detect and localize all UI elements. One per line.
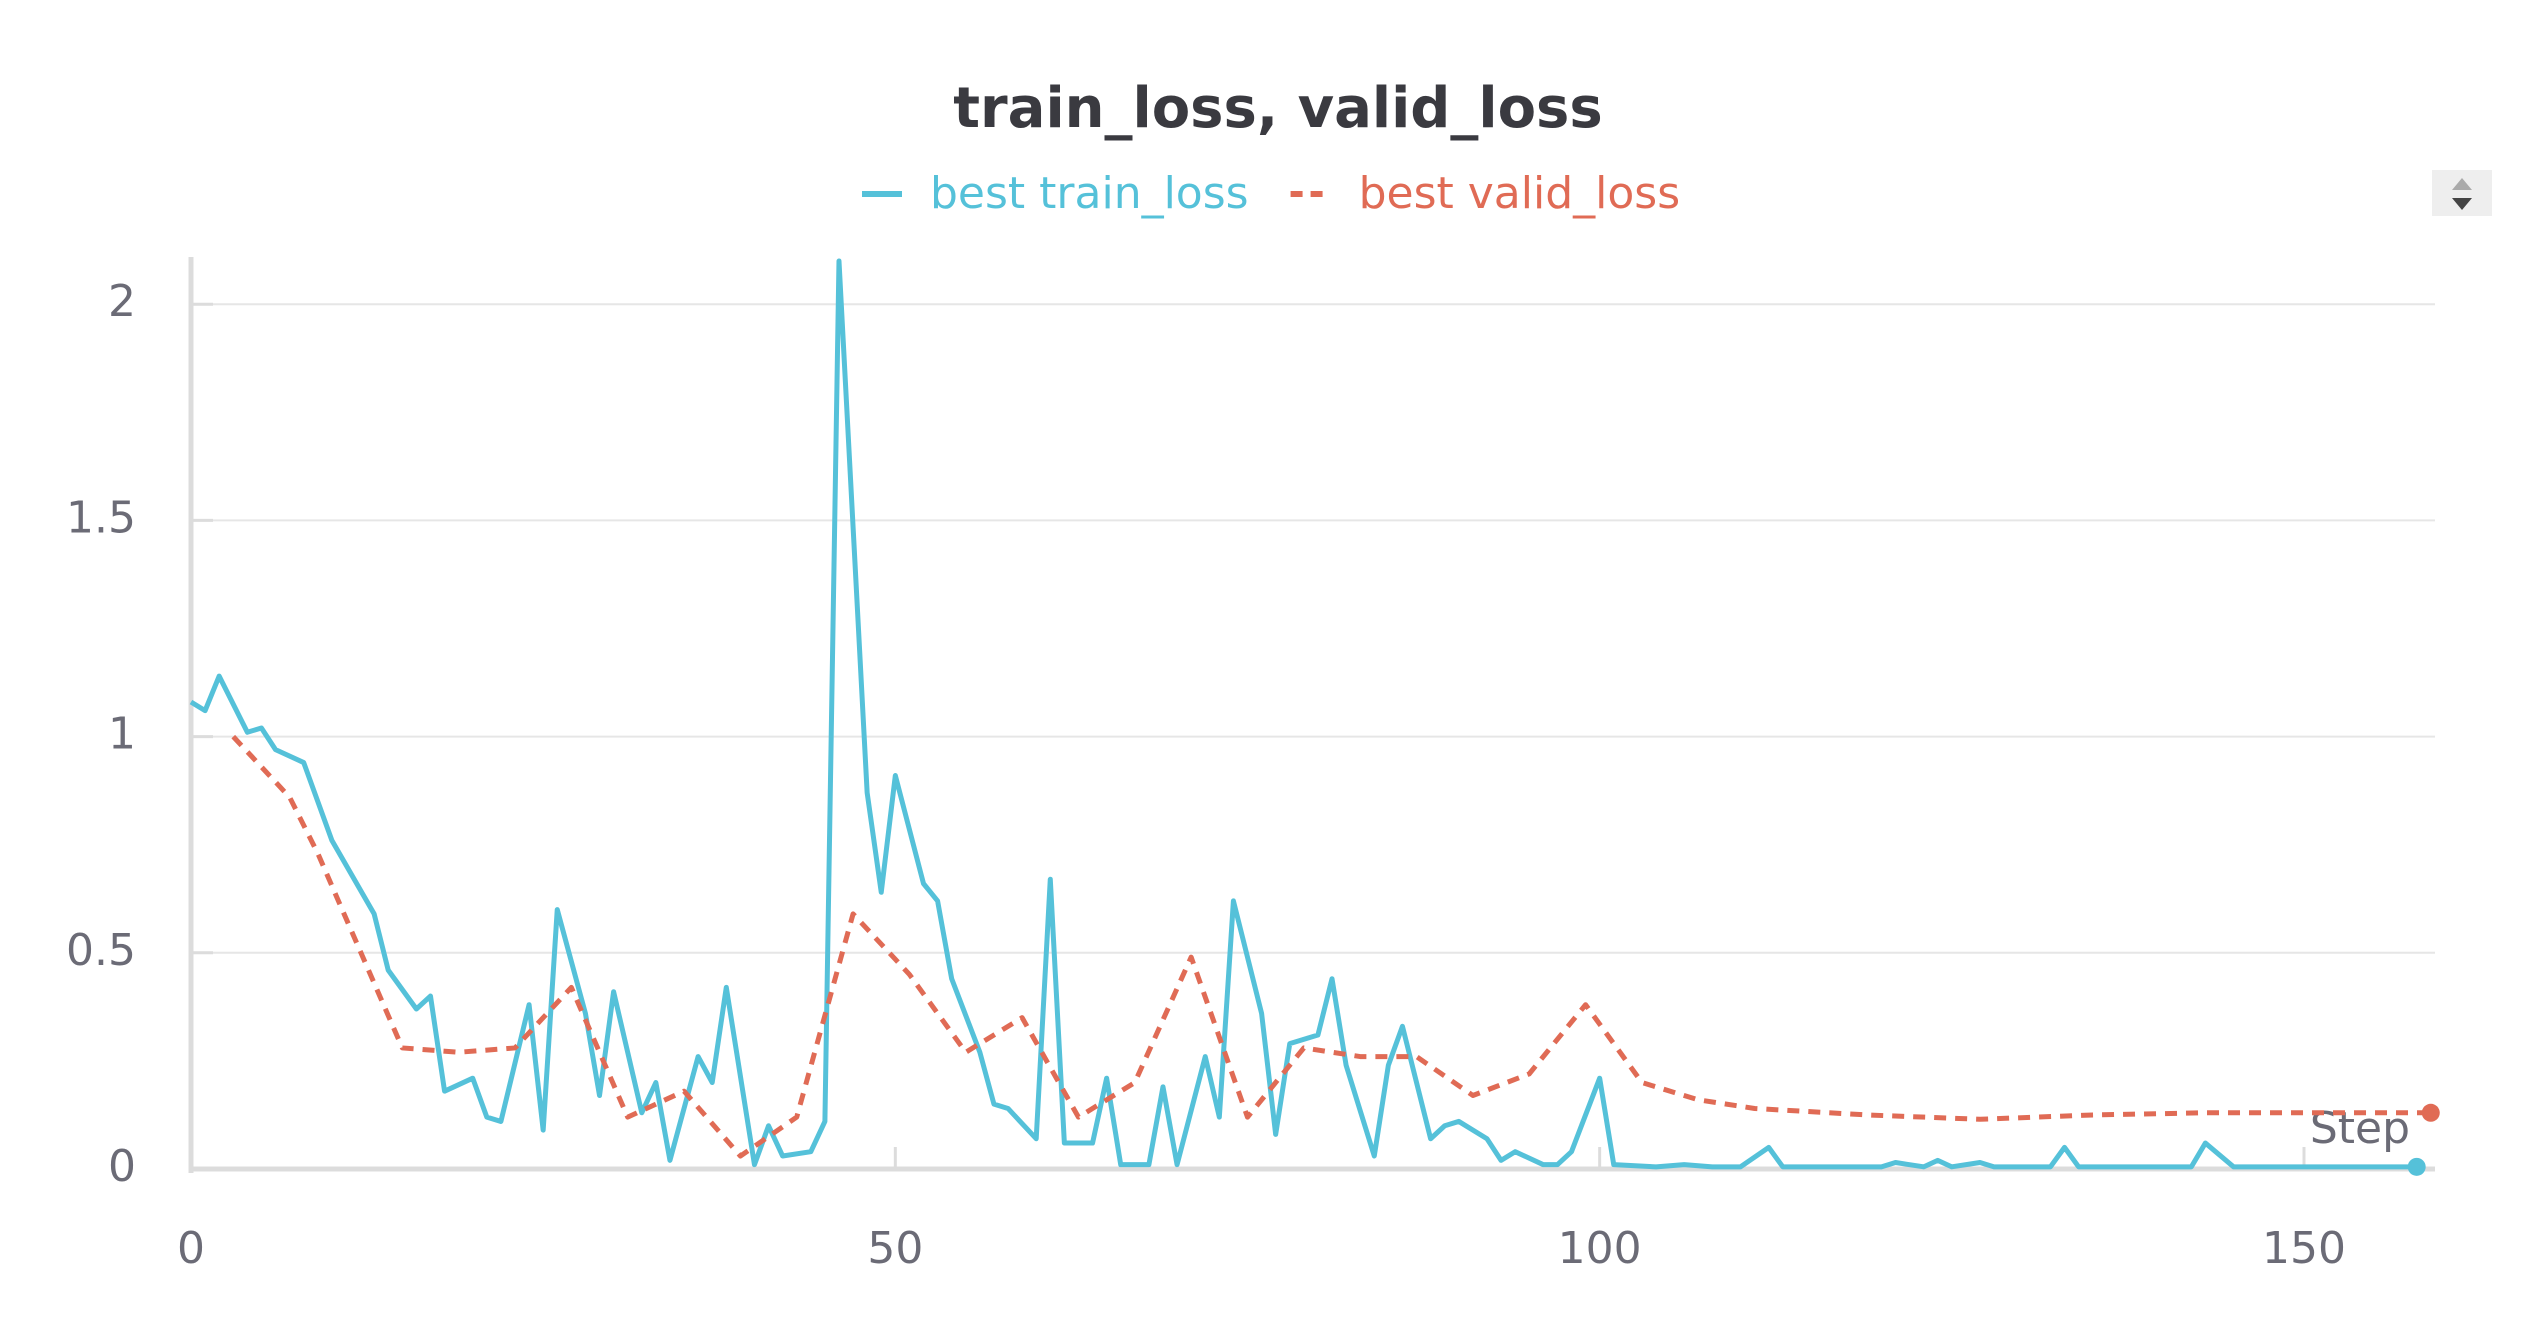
y-tick-label: 0.5 — [66, 925, 136, 976]
x-tick-label: 100 — [1558, 1223, 1642, 1274]
x-tick-label: 150 — [2262, 1223, 2346, 1274]
legend-label: best train_loss — [930, 168, 1249, 219]
legend: best train_loss best valid_loss — [862, 168, 1680, 219]
end-point — [2407, 1157, 2426, 1176]
x-tick-label: 50 — [867, 1223, 923, 1274]
y-tick-label: 1 — [108, 709, 136, 760]
series-line — [231, 734, 2431, 1159]
end-point — [2421, 1103, 2440, 1122]
scroll-down[interactable] — [2452, 198, 2472, 210]
y-tick-label: 0 — [108, 1141, 136, 1192]
legend-scroll[interactable] — [2432, 170, 2492, 216]
x-tick-label: 0 — [177, 1223, 205, 1274]
scroll-up[interactable] — [2452, 178, 2472, 190]
legend-label: best valid_loss — [1359, 168, 1681, 219]
y-tick-label: 2 — [108, 276, 136, 327]
chart-title: train_loss, valid_loss — [953, 76, 1602, 141]
y-tick-label: 1.5 — [66, 492, 136, 543]
series-line — [189, 258, 2417, 1170]
